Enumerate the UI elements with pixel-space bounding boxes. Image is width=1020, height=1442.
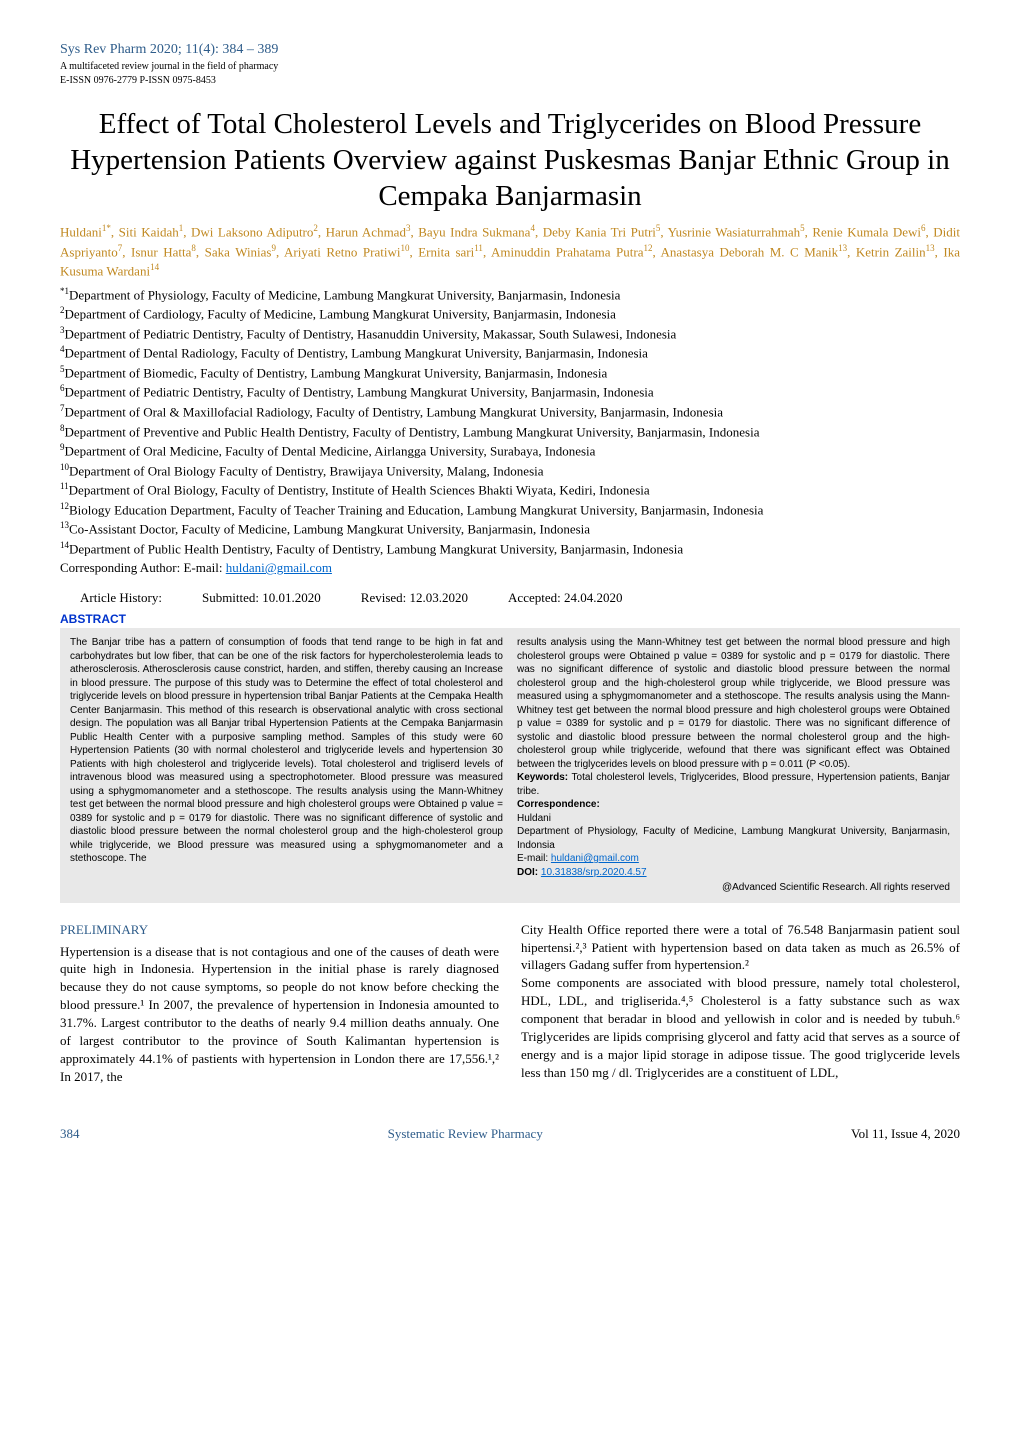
footer-page-number: 384 bbox=[60, 1126, 80, 1142]
affiliation-line: 12Biology Education Department, Faculty … bbox=[60, 500, 960, 520]
history-label: Article History: bbox=[80, 590, 162, 606]
correspondence-email-link[interactable]: huldani@gmail.com bbox=[551, 853, 639, 864]
footer-issue: Vol 11, Issue 4, 2020 bbox=[851, 1126, 960, 1142]
history-submitted: Submitted: 10.01.2020 bbox=[202, 590, 321, 606]
affiliation-line: 11Department of Oral Biology, Faculty of… bbox=[60, 480, 960, 500]
footer-journal-name: Systematic Review Pharmacy bbox=[388, 1126, 543, 1142]
corresponding-author: Corresponding Author: E-mail: huldani@gm… bbox=[60, 560, 960, 576]
body-column-left: PRELIMINARY Hypertension is a disease th… bbox=[60, 921, 499, 1086]
rights-text: @Advanced Scientific Research. All right… bbox=[517, 881, 950, 895]
affiliation-line: 10Department of Oral Biology Faculty of … bbox=[60, 461, 960, 481]
corresponding-label: Corresponding Author: E-mail: bbox=[60, 560, 226, 575]
article-title: Effect of Total Cholesterol Levels and T… bbox=[60, 106, 960, 215]
keywords-text: Total cholesterol levels, Triglycerides,… bbox=[517, 772, 950, 797]
article-history-row: Article History: Submitted: 10.01.2020 R… bbox=[60, 590, 960, 606]
correspondence-body: Department of Physiology, Faculty of Med… bbox=[517, 826, 950, 851]
body-column-right: City Health Office reported there were a… bbox=[521, 921, 960, 1086]
affiliations-list: *1Department of Physiology, Faculty of M… bbox=[60, 285, 960, 558]
affiliation-line: 3Department of Pediatric Dentistry, Facu… bbox=[60, 324, 960, 344]
authors-list: Huldani1*, Siti Kaidah1, Dwi Laksono Adi… bbox=[60, 222, 960, 281]
affiliation-line: 7Department of Oral & Maxillofacial Radi… bbox=[60, 402, 960, 422]
affiliation-line: 2Department of Cardiology, Faculty of Me… bbox=[60, 304, 960, 324]
body-text-right-para: Some components are associated with bloo… bbox=[521, 975, 960, 1080]
affiliation-line: *1Department of Physiology, Faculty of M… bbox=[60, 285, 960, 305]
body-section: PRELIMINARY Hypertension is a disease th… bbox=[60, 921, 960, 1086]
doi-label: DOI: bbox=[517, 867, 541, 878]
affiliation-line: 6Department of Pediatric Dentistry, Facu… bbox=[60, 382, 960, 402]
abstract-column-left: The Banjar tribe has a pattern of consum… bbox=[70, 636, 503, 895]
body-text-right-para: City Health Office reported there were a… bbox=[521, 922, 960, 973]
affiliation-line: 5Department of Biomedic, Faculty of Dent… bbox=[60, 363, 960, 383]
journal-line: Sys Rev Pharm 2020; 11(4): 384 – 389 bbox=[60, 40, 960, 60]
journal-subtitle-2: E-ISSN 0976-2779 P-ISSN 0975-8453 bbox=[60, 74, 960, 88]
abstract-text-right-top: results analysis using the Mann-Whitney … bbox=[517, 637, 950, 770]
journal-header: Sys Rev Pharm 2020; 11(4): 384 – 389 A m… bbox=[60, 40, 960, 88]
correspondence-name: Huldani bbox=[517, 813, 551, 824]
correspondence-email-label: E-mail: bbox=[517, 853, 551, 864]
preliminary-heading: PRELIMINARY bbox=[60, 921, 499, 939]
corresponding-email-link[interactable]: huldani@gmail.com bbox=[226, 560, 332, 575]
history-revised: Revised: 12.03.2020 bbox=[361, 590, 468, 606]
journal-subtitle-1: A multifaceted review journal in the fie… bbox=[60, 60, 960, 74]
affiliation-line: 9Department of Oral Medicine, Faculty of… bbox=[60, 441, 960, 461]
history-accepted: Accepted: 24.04.2020 bbox=[508, 590, 622, 606]
abstract-text-left: The Banjar tribe has a pattern of consum… bbox=[70, 637, 503, 864]
correspondence-heading: Correspondence: bbox=[517, 799, 600, 810]
affiliation-line: 8Department of Preventive and Public Hea… bbox=[60, 422, 960, 442]
page-container: Sys Rev Pharm 2020; 11(4): 384 – 389 A m… bbox=[0, 0, 1020, 1172]
doi-link[interactable]: 10.31838/srp.2020.4.57 bbox=[541, 867, 647, 878]
affiliation-line: 14Department of Public Health Dentistry,… bbox=[60, 539, 960, 559]
abstract-heading-wrap: ABSTRACT bbox=[60, 612, 960, 626]
abstract-heading: ABSTRACT bbox=[60, 612, 960, 626]
body-text-left: Hypertension is a disease that is not co… bbox=[60, 944, 499, 1085]
affiliation-line: 13Co-Assistant Doctor, Faculty of Medici… bbox=[60, 519, 960, 539]
abstract-column-right: results analysis using the Mann-Whitney … bbox=[517, 636, 950, 895]
affiliation-line: 4Department of Dental Radiology, Faculty… bbox=[60, 343, 960, 363]
abstract-block: The Banjar tribe has a pattern of consum… bbox=[60, 628, 960, 903]
keywords-label: Keywords: bbox=[517, 772, 568, 783]
footer-row: 384 Systematic Review Pharmacy Vol 11, I… bbox=[60, 1126, 960, 1142]
